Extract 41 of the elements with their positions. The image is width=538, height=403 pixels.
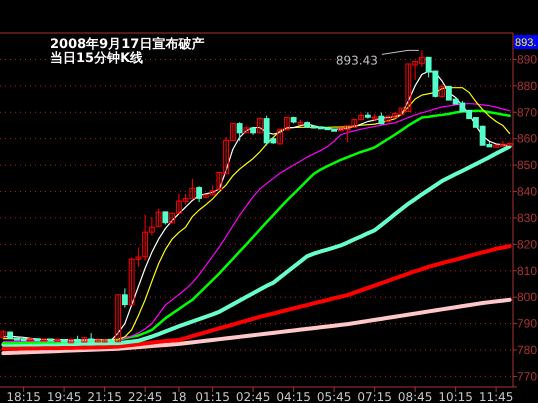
x-tick-label: 02:45 [236,390,270,403]
x-tick-label: 18 [171,390,187,403]
y-tick-label: 830 [517,210,538,225]
y-tick-label: 850 [517,158,538,172]
candlestick [378,112,384,125]
x-tick-label: 21:15 [87,390,122,403]
x-tick-label: 08:45 [398,390,432,403]
y-tick-label: 880 [517,78,538,93]
text: 893. [515,37,536,49]
line-series [1,298,512,356]
candlestick [439,84,446,98]
x-tick-label: 10:15 [438,390,473,403]
candlestick [88,332,94,344]
y-tick-label: 890 [517,52,538,66]
y-tick-label: 780 [517,343,538,358]
candlestick [122,288,128,308]
x-tick-label: 04:15 [276,390,311,403]
x-tick-label: 18:15 [6,390,41,403]
x-tick-label: 22:45 [128,390,162,403]
candlestick [196,186,202,203]
candlestick [236,122,243,142]
candlestick [115,294,122,343]
y-tick-label: 870 [517,105,538,120]
y-tick-label: 770 [517,369,538,384]
line-series [1,244,512,351]
annotation: 893.43 [336,53,378,68]
line-series [1,144,512,347]
x-tick-label: 05:45 [316,390,352,403]
x-tick-label: 19:45 [46,390,82,403]
x-tick-label: 01:15 [195,390,230,403]
text: 2008年9月17日宣布破产当日15分钟K线 [50,37,206,66]
y-tick-label: 820 [517,237,538,252]
y-tick-label: 840 [517,184,538,199]
y-tick-label: 800 [517,290,538,304]
candlestick [162,210,168,226]
candlestick [256,117,263,134]
y-tick-label: 860 [517,132,538,146]
y-tick-label: 810 [517,264,538,278]
y-tick-label: 790 [517,316,538,331]
x-tick-label: 07:15 [357,390,392,403]
x-tick-label: 11:45 [478,390,514,403]
